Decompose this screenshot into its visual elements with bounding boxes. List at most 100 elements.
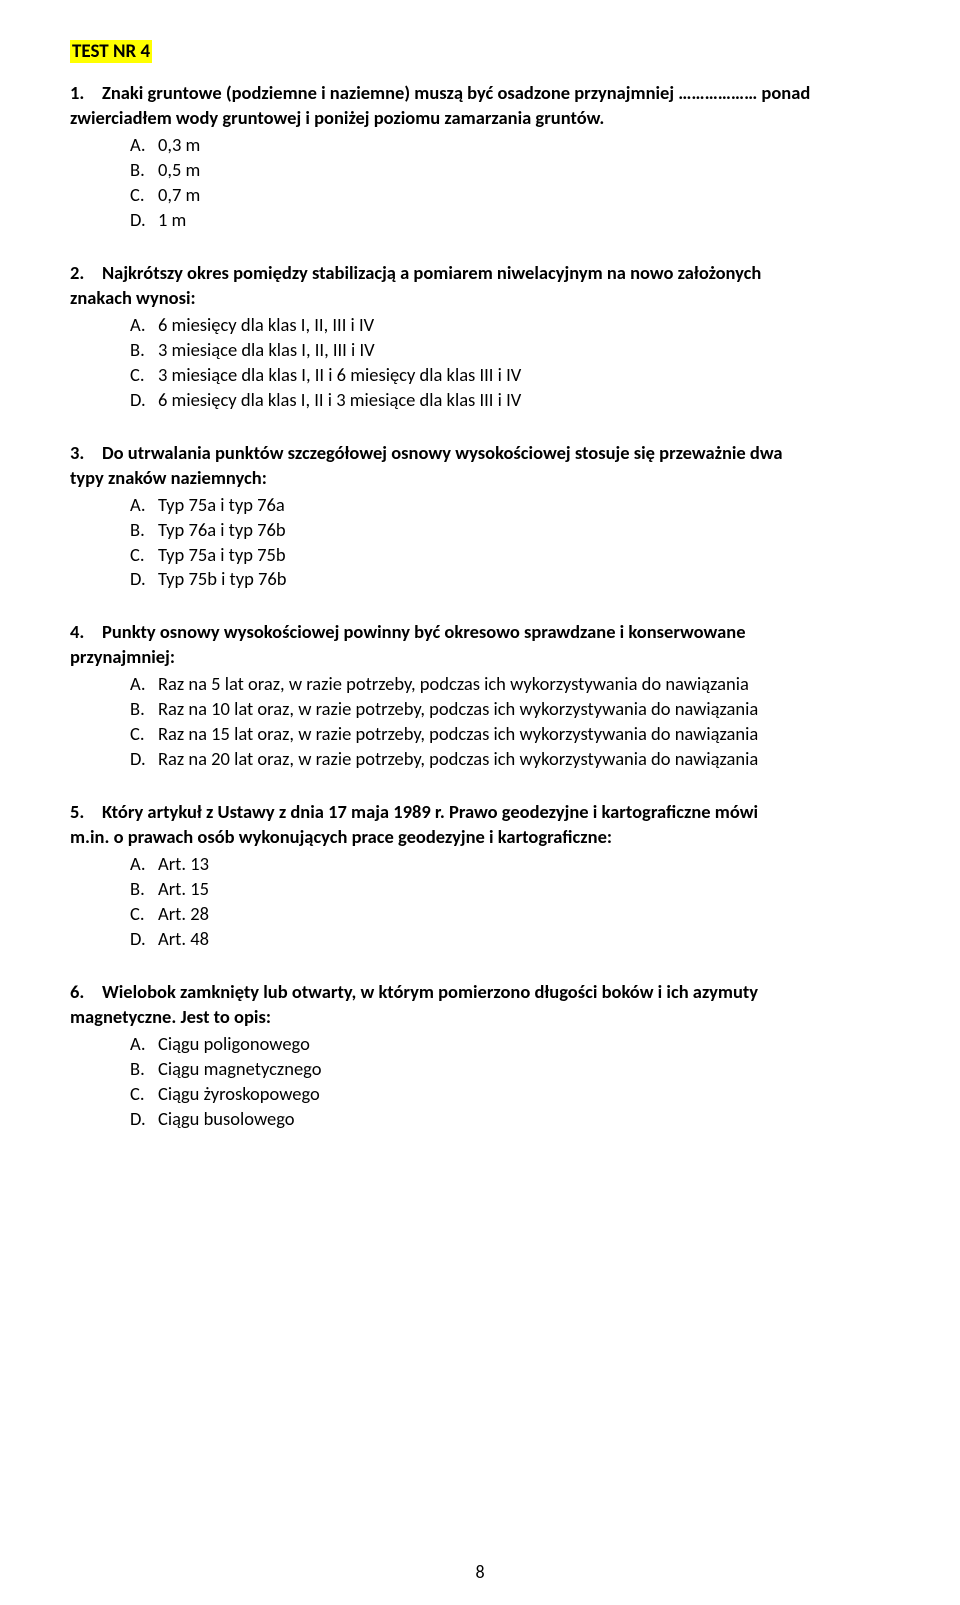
option-letter: C. bbox=[130, 722, 158, 747]
question-line1: Do utrwalania punktów szczegółowej osnow… bbox=[102, 441, 783, 464]
option-letter: B. bbox=[130, 697, 158, 722]
question-block: 3.Do utrwalania punktów szczegółowej osn… bbox=[70, 441, 890, 593]
option-text: 0,7 m bbox=[158, 183, 890, 208]
option-letter: D. bbox=[130, 208, 158, 233]
option-letter: D. bbox=[130, 747, 158, 772]
option-row: A.Ciągu poligonowego bbox=[130, 1032, 890, 1057]
questions-container: 1.Znaki gruntowe (podziemne i naziemne) … bbox=[70, 81, 890, 1132]
option-row: B.Typ 76a i typ 76b bbox=[130, 518, 890, 543]
option-letter: A. bbox=[130, 493, 158, 518]
question-block: 6.Wielobok zamknięty lub otwarty, w któr… bbox=[70, 980, 890, 1132]
option-row: D.Ciągu busolowego bbox=[130, 1107, 890, 1132]
option-row: B.Ciągu magnetycznego bbox=[130, 1057, 890, 1082]
option-text: 6 miesięcy dla klas I, II, III i IV bbox=[158, 313, 890, 338]
option-letter: A. bbox=[130, 1032, 158, 1057]
document-page: TEST NR 4 1.Znaki gruntowe (podziemne i … bbox=[0, 0, 960, 1605]
question-line2: znakach wynosi: bbox=[70, 286, 890, 311]
question-line1: Punkty osnowy wysokościowej powinny być … bbox=[102, 620, 746, 643]
options-list: A.0,3 mB.0,5 mC.0,7 mD.1 m bbox=[130, 133, 890, 233]
question-number: 5. bbox=[70, 800, 102, 825]
question-line1: Znaki gruntowe (podziemne i naziemne) mu… bbox=[102, 81, 810, 104]
question-number: 1. bbox=[70, 81, 102, 106]
question-number: 4. bbox=[70, 620, 102, 645]
option-text: Ciągu żyroskopowego bbox=[158, 1082, 890, 1107]
option-text: 0,5 m bbox=[158, 158, 890, 183]
option-row: A.Art. 13 bbox=[130, 852, 890, 877]
option-letter: A. bbox=[130, 672, 158, 697]
option-text: Ciągu busolowego bbox=[158, 1107, 890, 1132]
option-row: C.Ciągu żyroskopowego bbox=[130, 1082, 890, 1107]
option-text: Ciągu poligonowego bbox=[158, 1032, 890, 1057]
question-line2: m.in. o prawach osób wykonujących prace … bbox=[70, 825, 890, 850]
option-text: 3 miesiące dla klas I, II i 6 miesięcy d… bbox=[158, 363, 890, 388]
question-line1: Który artykuł z Ustawy z dnia 17 maja 19… bbox=[102, 800, 758, 823]
question-number: 6. bbox=[70, 980, 102, 1005]
options-list: A.6 miesięcy dla klas I, II, III i IVB.3… bbox=[130, 313, 890, 413]
option-letter: D. bbox=[130, 1107, 158, 1132]
page-number: 8 bbox=[0, 1561, 960, 1583]
option-letter: B. bbox=[130, 158, 158, 183]
option-text: Raz na 20 lat oraz, w razie potrzeby, po… bbox=[158, 747, 890, 772]
option-letter: C. bbox=[130, 902, 158, 927]
question-text: Wielobok zamknięty lub otwarty, w którym… bbox=[102, 980, 890, 1030]
question-block: 4.Punkty osnowy wysokościowej powinny by… bbox=[70, 620, 890, 772]
question-row: 2.Najkrótszy okres pomiędzy stabilizacją… bbox=[70, 261, 890, 311]
question-text: Punkty osnowy wysokościowej powinny być … bbox=[102, 620, 890, 670]
option-row: D.6 miesięcy dla klas I, II i 3 miesiące… bbox=[130, 388, 890, 413]
option-row: C.0,7 m bbox=[130, 183, 890, 208]
question-number: 3. bbox=[70, 441, 102, 466]
question-row: 3.Do utrwalania punktów szczegółowej osn… bbox=[70, 441, 890, 491]
option-text: Typ 76a i typ 76b bbox=[158, 518, 890, 543]
test-header: TEST NR 4 bbox=[70, 40, 152, 63]
question-line2: przynajmniej: bbox=[70, 645, 890, 670]
option-letter: C. bbox=[130, 363, 158, 388]
question-line2: typy znaków naziemnych: bbox=[70, 466, 890, 491]
option-text: 6 miesięcy dla klas I, II i 3 miesiące d… bbox=[158, 388, 890, 413]
options-list: A.Typ 75a i typ 76aB.Typ 76a i typ 76bC.… bbox=[130, 493, 890, 593]
option-letter: D. bbox=[130, 927, 158, 952]
question-line2: magnetyczne. Jest to opis: bbox=[70, 1005, 890, 1030]
question-block: 2.Najkrótszy okres pomiędzy stabilizacją… bbox=[70, 261, 890, 413]
option-letter: A. bbox=[130, 133, 158, 158]
question-text: Do utrwalania punktów szczegółowej osnow… bbox=[102, 441, 890, 491]
option-row: D.Raz na 20 lat oraz, w razie potrzeby, … bbox=[130, 747, 890, 772]
option-row: D.1 m bbox=[130, 208, 890, 233]
option-letter: B. bbox=[130, 1057, 158, 1082]
option-text: Art. 48 bbox=[158, 927, 890, 952]
option-text: Art. 15 bbox=[158, 877, 890, 902]
question-row: 1.Znaki gruntowe (podziemne i naziemne) … bbox=[70, 81, 890, 131]
option-text: Typ 75b i typ 76b bbox=[158, 567, 890, 592]
option-letter: A. bbox=[130, 852, 158, 877]
option-row: B.Art. 15 bbox=[130, 877, 890, 902]
question-row: 5.Który artykuł z Ustawy z dnia 17 maja … bbox=[70, 800, 890, 850]
question-text: Znaki gruntowe (podziemne i naziemne) mu… bbox=[102, 81, 890, 131]
option-letter: B. bbox=[130, 338, 158, 363]
option-row: B.Raz na 10 lat oraz, w razie potrzeby, … bbox=[130, 697, 890, 722]
option-text: Ciągu magnetycznego bbox=[158, 1057, 890, 1082]
option-text: Art. 13 bbox=[158, 852, 890, 877]
question-line1: Najkrótszy okres pomiędzy stabilizacją a… bbox=[102, 261, 761, 284]
option-row: A.Typ 75a i typ 76a bbox=[130, 493, 890, 518]
option-row: D. Art. 48 bbox=[130, 927, 890, 952]
option-text: 1 m bbox=[158, 208, 890, 233]
option-letter: C. bbox=[130, 1082, 158, 1107]
option-text: 3 miesiące dla klas I, II, III i IV bbox=[158, 338, 890, 363]
question-text: Najkrótszy okres pomiędzy stabilizacją a… bbox=[102, 261, 890, 311]
options-list: A.Raz na 5 lat oraz, w razie potrzeby, p… bbox=[130, 672, 890, 772]
option-row: B.3 miesiące dla klas I, II, III i IV bbox=[130, 338, 890, 363]
question-block: 1.Znaki gruntowe (podziemne i naziemne) … bbox=[70, 81, 890, 233]
option-text: Art. 28 bbox=[158, 902, 890, 927]
option-row: A.Raz na 5 lat oraz, w razie potrzeby, p… bbox=[130, 672, 890, 697]
option-row: C.3 miesiące dla klas I, II i 6 miesięcy… bbox=[130, 363, 890, 388]
option-letter: D. bbox=[130, 388, 158, 413]
option-row: D.Typ 75b i typ 76b bbox=[130, 567, 890, 592]
option-row: A.6 miesięcy dla klas I, II, III i IV bbox=[130, 313, 890, 338]
option-row: C.Typ 75a i typ 75b bbox=[130, 543, 890, 568]
options-list: A.Art. 13B.Art. 15C.Art. 28D. Art. 48 bbox=[130, 852, 890, 952]
question-row: 4.Punkty osnowy wysokościowej powinny by… bbox=[70, 620, 890, 670]
question-line1: Wielobok zamknięty lub otwarty, w którym… bbox=[102, 980, 758, 1003]
option-letter: B. bbox=[130, 518, 158, 543]
options-list: A.Ciągu poligonowegoB.Ciągu magnetyczneg… bbox=[130, 1032, 890, 1132]
option-text: Raz na 5 lat oraz, w razie potrzeby, pod… bbox=[158, 672, 890, 697]
option-letter: D. bbox=[130, 567, 158, 592]
